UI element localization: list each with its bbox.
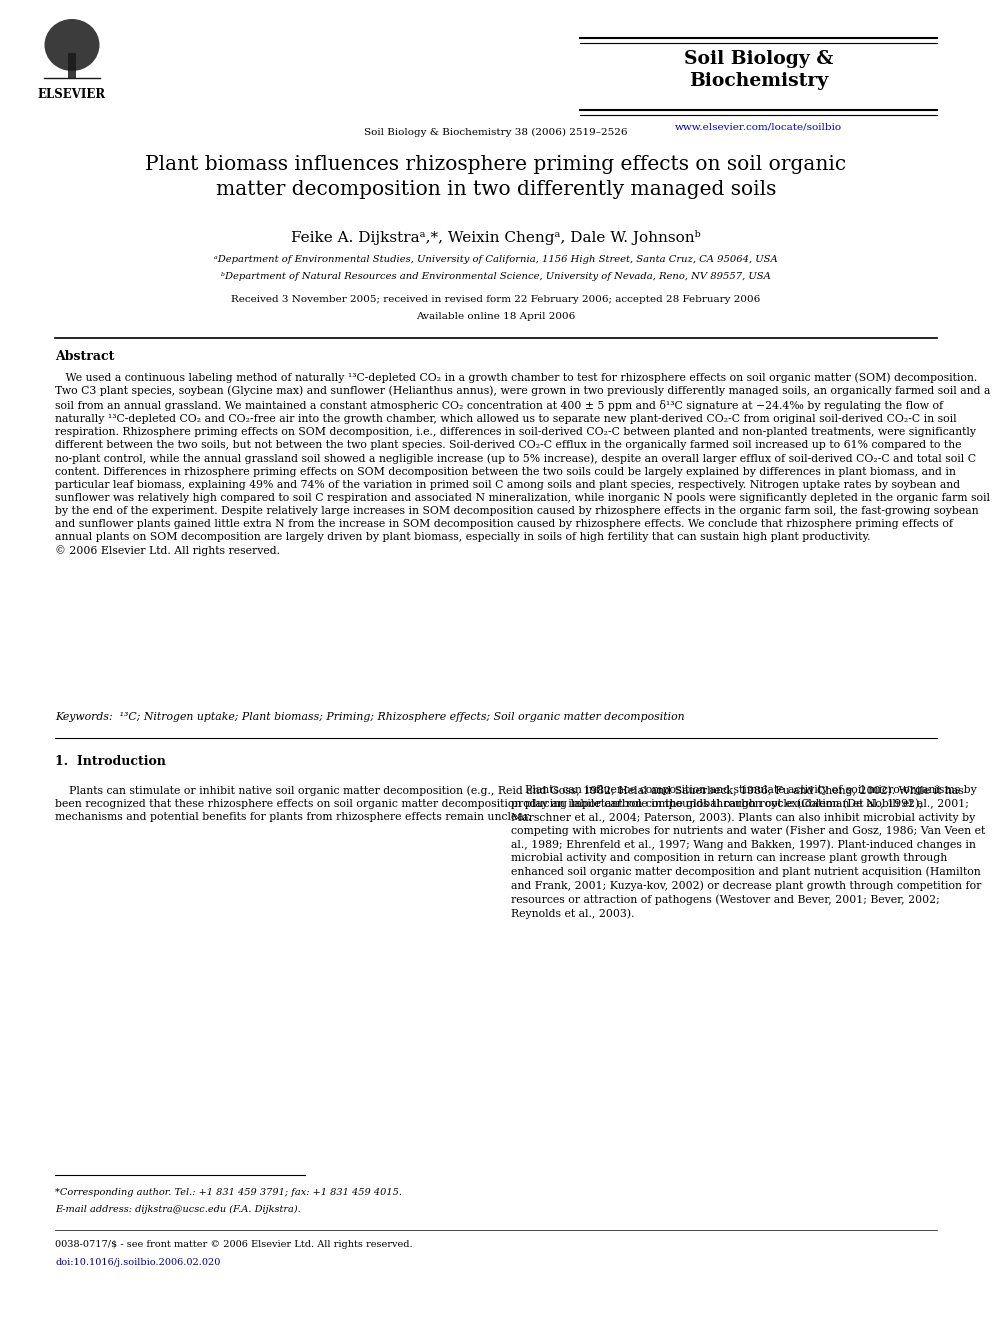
Text: Plants can stimulate or inhibit native soil organic matter decomposition (e.g., : Plants can stimulate or inhibit native s… — [55, 785, 964, 823]
Text: Plants can influence composition and stimulate activity of soil micro-organisms : Plants can influence composition and sti… — [511, 785, 985, 918]
Text: ᵇDepartment of Natural Resources and Environmental Science, University of Nevada: ᵇDepartment of Natural Resources and Env… — [221, 273, 771, 280]
Text: 1.  Introduction: 1. Introduction — [55, 755, 166, 767]
Text: Abstract: Abstract — [55, 351, 114, 363]
Text: ELSEVIER: ELSEVIER — [38, 89, 106, 101]
Text: Plant biomass influences rhizosphere priming effects on soil organic
matter deco: Plant biomass influences rhizosphere pri… — [146, 155, 846, 198]
Text: We used a continuous labeling method of naturally ¹³C-depleted CO₂ in a growth c: We used a continuous labeling method of … — [55, 372, 990, 556]
Text: www.elsevier.com/locate/soilbio: www.elsevier.com/locate/soilbio — [676, 122, 842, 131]
Text: 0038-0717/$ - see front matter © 2006 Elsevier Ltd. All rights reserved.: 0038-0717/$ - see front matter © 2006 El… — [55, 1240, 413, 1249]
Text: Soil Biology &
Biochemistry: Soil Biology & Biochemistry — [684, 50, 833, 90]
Text: E-mail address: dijkstra@ucsc.edu (F.A. Dijkstra).: E-mail address: dijkstra@ucsc.edu (F.A. … — [55, 1205, 301, 1215]
Ellipse shape — [45, 19, 99, 71]
Text: doi:10.1016/j.soilbio.2006.02.020: doi:10.1016/j.soilbio.2006.02.020 — [55, 1258, 220, 1267]
Text: Received 3 November 2005; received in revised form 22 February 2006; accepted 28: Received 3 November 2005; received in re… — [231, 295, 761, 304]
Text: Soil Biology & Biochemistry 38 (2006) 2519–2526: Soil Biology & Biochemistry 38 (2006) 25… — [364, 128, 628, 138]
Text: Feike A. Dijkstraᵃ,*, Weixin Chengᵃ, Dale W. Johnsonᵇ: Feike A. Dijkstraᵃ,*, Weixin Chengᵃ, Dal… — [291, 230, 701, 245]
Text: ᵃDepartment of Environmental Studies, University of California, 1156 High Street: ᵃDepartment of Environmental Studies, Un… — [214, 255, 778, 265]
Text: Keywords:  ¹³C; Nitrogen uptake; Plant biomass; Priming; Rhizosphere effects; So: Keywords: ¹³C; Nitrogen uptake; Plant bi… — [55, 712, 684, 722]
Text: Available online 18 April 2006: Available online 18 April 2006 — [417, 312, 575, 321]
Bar — [68, 53, 76, 78]
Text: *Corresponding author. Tel.: +1 831 459 3791; fax: +1 831 459 4015.: *Corresponding author. Tel.: +1 831 459 … — [55, 1188, 402, 1197]
